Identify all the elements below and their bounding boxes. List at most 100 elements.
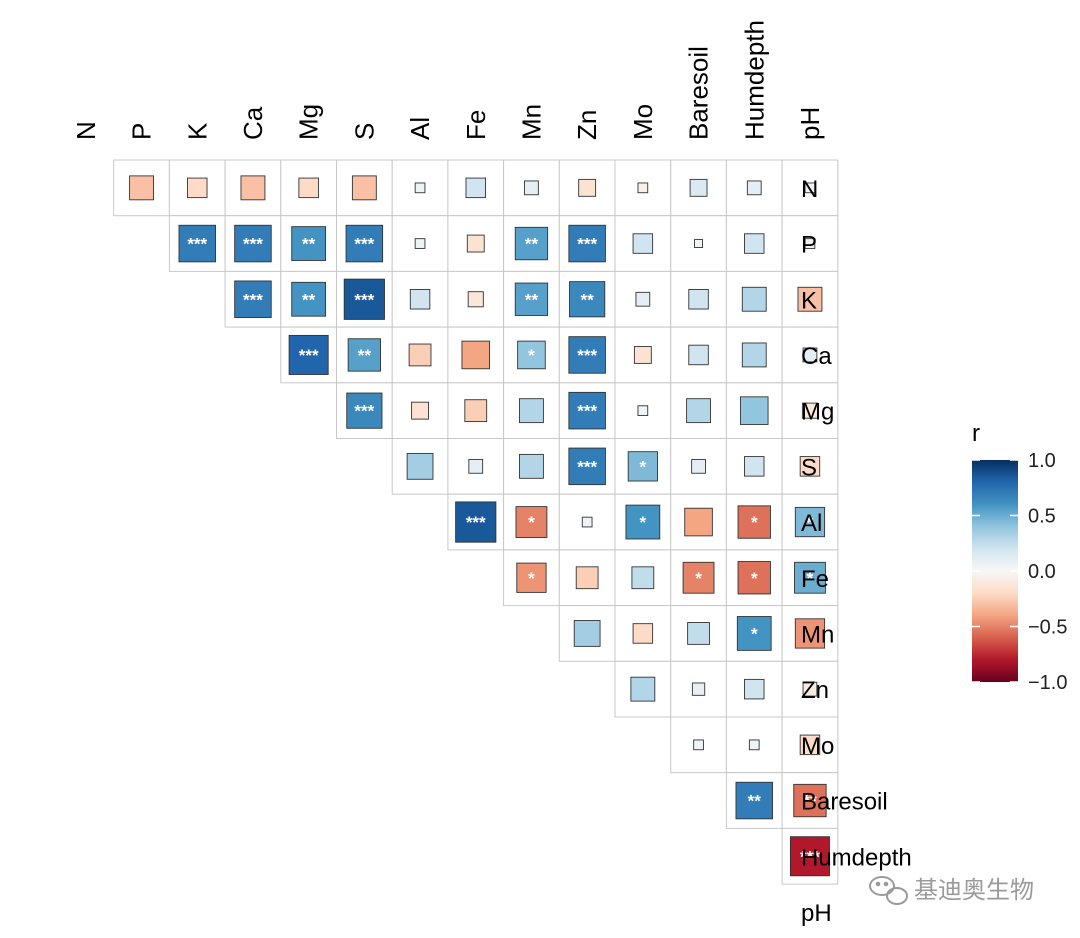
corr-mark-k-humdepth: [741, 286, 767, 312]
corr-mark-n-mn: [524, 180, 539, 196]
legend-tick-label: 0.0: [1028, 561, 1056, 583]
sig-label-p-ca: ***: [243, 235, 263, 254]
corr-mark-k-ca: [234, 280, 272, 318]
corr-mark-s-mo: [627, 451, 658, 482]
sig-label-al-mn: *: [528, 513, 535, 532]
corr-mark-p-mo: [632, 233, 654, 254]
watermark: 基迪奥生物: [869, 876, 1034, 905]
corr-mark-al-humdepth: [737, 505, 771, 539]
row-label-k: K: [801, 287, 817, 314]
row-label-ph: pH: [801, 900, 832, 927]
cell-p-baresoil: [670, 215, 727, 272]
corr-mark-mn-humdepth: [736, 616, 772, 651]
sig-label-fe-humdepth: *: [751, 569, 758, 588]
row-label-fe: Fe: [801, 566, 829, 593]
row-label-mg: Mg: [801, 399, 834, 426]
column-labels: N P K Ca Mg S Al Fe Mn Zn Mo Baresoil Humdepth pH: [71, 20, 825, 140]
corr-mark-s-al: [406, 452, 434, 480]
row-label-al: Al: [801, 510, 822, 537]
corr-mark-k-s: [343, 278, 385, 320]
corr-mark-n-humdepth: [746, 180, 762, 196]
corr-mark-al-mo: [625, 504, 661, 540]
corr-mark-n-mo: [637, 182, 649, 194]
sig-label-p-zn: ***: [577, 235, 597, 254]
corr-mark-mg-fe: [464, 399, 488, 423]
row-labels: N P K Ca Mg S Al Fe Mn Zn Mo Baresoil Humdepth pH: [801, 176, 912, 927]
corr-mark-k-mg: [291, 281, 327, 317]
sig-label-p-s: ***: [354, 235, 374, 254]
sig-label-p-mn: **: [525, 235, 539, 254]
sig-label-s-mo: *: [640, 457, 647, 476]
corr-mark-n-ca: [240, 175, 266, 201]
corr-mark-mg-s: [346, 392, 383, 429]
legend-ticks: 1.0 0.5 0.0 −0.5 −1.0: [972, 450, 1067, 694]
corr-mark-mo-humdepth: [748, 739, 760, 751]
legend-tick-label: −1.0: [1028, 672, 1067, 694]
corr-mark-s-humdepth: [744, 456, 765, 477]
col-label-zn: Zn: [572, 110, 602, 140]
corr-mark-fe-ph: [794, 561, 826, 594]
col-label-mo: Mo: [628, 104, 658, 140]
row-label-p: P: [801, 232, 817, 259]
sig-label-k-mg: **: [302, 290, 316, 309]
corr-mark-mg-humdepth: [739, 396, 769, 425]
cell-s-mn: [503, 438, 560, 495]
col-label-s: S: [349, 123, 379, 140]
sig-label-al-fe: ***: [466, 513, 486, 532]
corr-mark-n-p: [129, 175, 154, 201]
sig-label-k-mn: **: [525, 290, 539, 309]
row-label-mo: Mo: [801, 733, 834, 760]
corr-mark-al-ph: [794, 506, 826, 538]
row-label-mn: Mn: [801, 621, 834, 648]
corr-mark-mg-mn: [519, 398, 544, 424]
corr-mark-k-ph: [797, 286, 823, 312]
corr-mark-zn-baresoil: [691, 682, 706, 696]
corr-mark-s-baresoil: [691, 458, 706, 474]
corr-mark-zn-mo: [630, 676, 656, 702]
sig-label-mg-zn: ***: [577, 402, 597, 421]
corr-mark-k-mn: [514, 282, 549, 316]
legend-title: r: [972, 420, 980, 447]
corr-mark-fe-zn: [575, 566, 599, 590]
col-label-al: Al: [405, 117, 435, 140]
corr-mark-k-baresoil: [688, 289, 709, 310]
sig-label-fe-mn: *: [528, 569, 535, 588]
corr-mark-al-fe: [455, 501, 497, 543]
corr-mark-fe-mn: [516, 562, 547, 593]
corr-mark-p-s: [345, 224, 384, 263]
corr-mark-ca-s: [347, 338, 382, 372]
corr-mark-p-ph: [804, 238, 816, 249]
sig-label-baresoil-ph: **: [803, 792, 817, 811]
corr-mark-n-al: [414, 182, 426, 194]
corr-mark-p-al: [414, 238, 426, 249]
corr-mark-zn-ph: [802, 681, 818, 697]
sig-label-s-zn: ***: [577, 457, 597, 476]
sig-label-al-ph: *: [807, 513, 814, 532]
col-label-humdepth: Humdepth: [739, 20, 769, 140]
col-label-p: P: [127, 123, 157, 140]
corr-mark-s-zn: [568, 447, 606, 486]
corr-mark-k-fe: [467, 291, 484, 308]
corr-mark-ca-mn: [517, 340, 546, 370]
col-label-mn: Mn: [516, 104, 546, 140]
corr-mark-s-fe: [468, 458, 484, 474]
corr-mark-ca-ph: [802, 347, 818, 363]
corr-mark-n-s: [351, 175, 377, 201]
sig-label-fe-baresoil: *: [695, 569, 702, 588]
legend-tick-label: 0.5: [1028, 506, 1056, 528]
corr-mark-k-zn: [569, 281, 606, 318]
row-label-zn: Zn: [801, 677, 829, 704]
corr-mark-p-fe: [466, 234, 485, 253]
sig-label-k-zn: **: [581, 290, 595, 309]
corr-mark-s-mn: [519, 453, 544, 479]
corr-mark-p-mn: [514, 226, 549, 261]
corr-mark-n-baresoil: [689, 178, 708, 197]
corr-mark-ca-baresoil: [688, 344, 709, 366]
col-label-mg: Mg: [294, 104, 324, 140]
corr-mark-p-mg: [291, 226, 327, 261]
corr-mark-mo-ph: [799, 734, 821, 756]
corr-mark-p-humdepth: [744, 233, 765, 254]
corr-mark-p-zn: [568, 224, 606, 263]
corr-mark-mg-al: [411, 401, 429, 420]
corr-mark-mg-zn: [568, 391, 606, 430]
